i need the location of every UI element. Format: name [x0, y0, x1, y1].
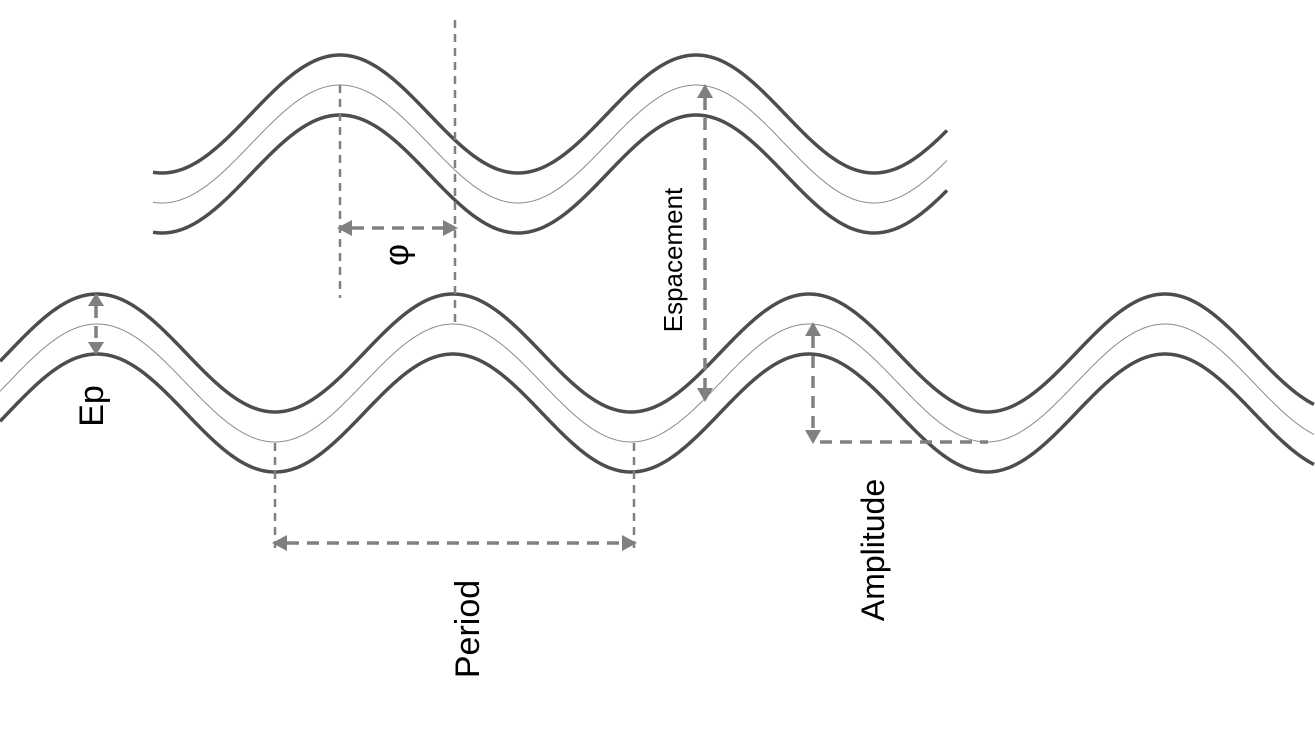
period-dimension [272, 443, 637, 551]
spacing-arrowhead-top [697, 84, 713, 98]
lower-wave [0, 292, 1315, 474]
spacing-arrowhead-bottom [697, 388, 713, 402]
lower-wave-top-edge [0, 292, 1315, 414]
upper-wave [152, 53, 949, 235]
period-arrowhead-right [622, 535, 637, 551]
thickness-arrowhead-bottom [88, 342, 104, 355]
lower-wave-centerline [0, 323, 1315, 443]
amplitude-dimension [805, 322, 988, 444]
period-label: Period [449, 580, 487, 678]
phase-dimension [337, 20, 458, 324]
lower-wave-bottom-edge [0, 352, 1315, 474]
spacing-label: Espacement [658, 187, 688, 332]
upper-wave-bottom-edge [152, 113, 949, 235]
upper-wave-top-edge [152, 53, 949, 175]
amplitude-label: Amplitude [855, 479, 891, 621]
phase-label: φ [378, 244, 416, 266]
amplitude-arrowhead-bottom [805, 430, 821, 444]
phase-arrowhead-left [337, 220, 352, 236]
upper-wave-centerline [152, 84, 948, 204]
thickness-arrowhead-top [88, 293, 104, 306]
thickness-label: Ep [73, 385, 111, 427]
spacing-dimension [697, 84, 713, 402]
phase-arrowhead-right [443, 220, 458, 236]
thickness-dimension [88, 293, 104, 355]
amplitude-arrowhead-top [805, 322, 821, 336]
period-arrowhead-left [272, 535, 287, 551]
